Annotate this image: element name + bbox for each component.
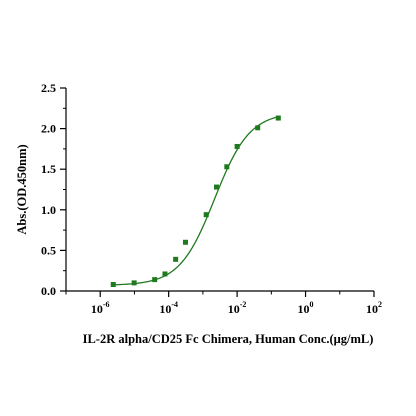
data-point xyxy=(234,143,240,149)
axes: 10-6 10-4 10-2 100 102 0.00.51.01.52.02.5 xyxy=(41,81,382,316)
data-point xyxy=(131,280,137,286)
y-tick-label: 2.0 xyxy=(41,122,56,136)
data-point xyxy=(182,239,188,245)
data-markers xyxy=(110,115,281,288)
x-tick-exponent: -4 xyxy=(171,300,178,309)
fit-curve xyxy=(113,116,279,286)
x-tick-base: 10 xyxy=(159,302,171,316)
data-point xyxy=(224,164,230,170)
x-tick-label: 10-2 xyxy=(228,300,247,316)
y-tick-label: 1.5 xyxy=(41,162,56,176)
data-point xyxy=(214,184,220,190)
data-point xyxy=(173,256,179,262)
x-tick-base: 10 xyxy=(298,302,310,316)
y-tick-label: 2.5 xyxy=(41,81,56,95)
y-ticks: 0.0 0.5 1.0 1.5 2.0 2.5 xyxy=(41,81,66,298)
data-point xyxy=(203,212,209,218)
x-tick-label: 10-6 xyxy=(91,300,110,316)
data-point xyxy=(162,271,168,277)
x-tick-exponent: -6 xyxy=(103,300,110,309)
y-axis-title: Abs.(OD.450nm) xyxy=(15,144,29,234)
y-tick-label: 0.0 xyxy=(41,284,56,298)
data-point xyxy=(152,277,158,283)
x-tick-exponent: -2 xyxy=(240,300,247,309)
x-axis-title: IL-2R alpha/CD25 Fc Chimera, Human Conc.… xyxy=(83,332,374,346)
data-point xyxy=(110,282,116,288)
x-tick-exponent: 2 xyxy=(378,300,382,309)
x-tick-exponent: 0 xyxy=(310,300,314,309)
data-point xyxy=(275,115,281,121)
x-tick-base: 10 xyxy=(366,302,378,316)
x-tick-base: 10 xyxy=(91,302,103,316)
plot-area xyxy=(110,115,281,288)
x-tick-label: 10-4 xyxy=(159,300,178,316)
x-ticks: 10-6 10-4 10-2 100 102 xyxy=(65,291,382,316)
y-tick-label: 1.0 xyxy=(41,203,56,217)
x-tick-label: 102 xyxy=(366,300,382,316)
x-tick-base: 10 xyxy=(228,302,240,316)
x-tick-label: 100 xyxy=(298,300,314,316)
y-tick-label: 0.5 xyxy=(41,243,56,257)
data-point xyxy=(255,125,261,131)
